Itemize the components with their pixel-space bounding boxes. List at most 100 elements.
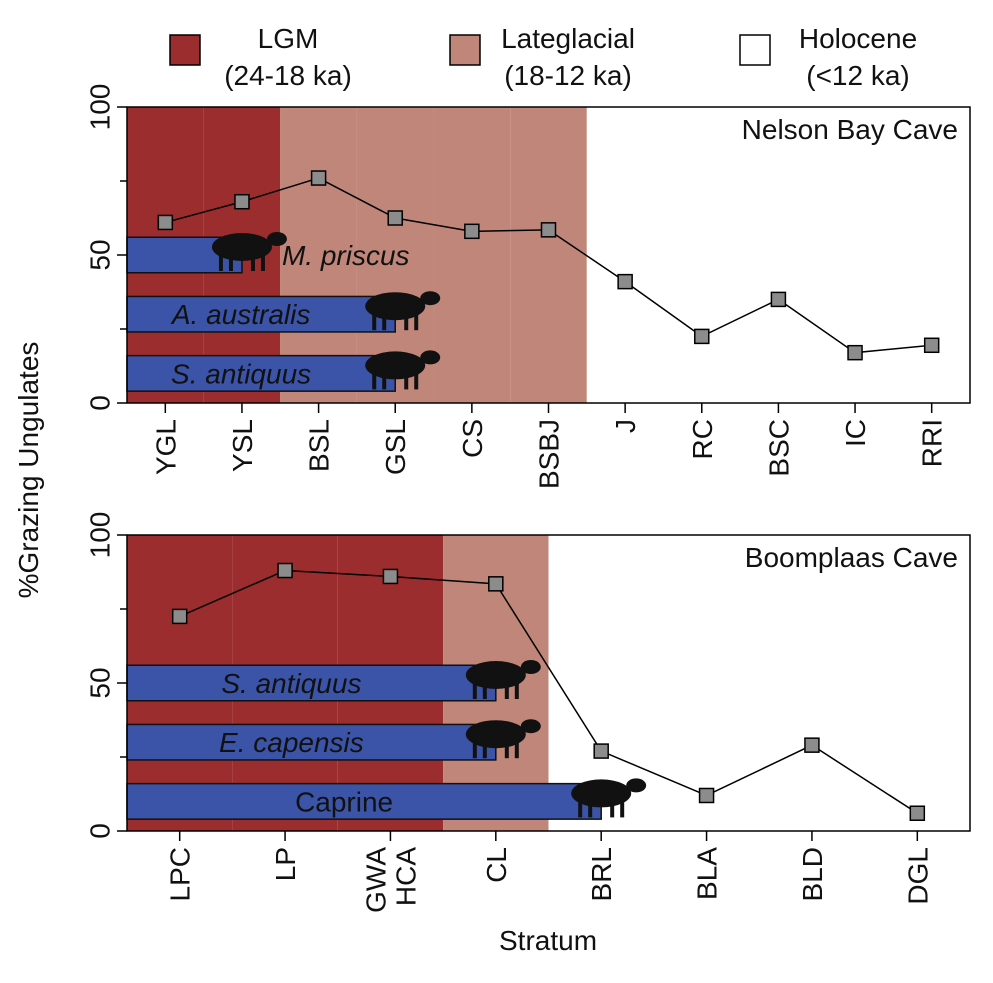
x-tick-label: RRI	[917, 419, 948, 467]
data-marker	[923, 337, 940, 354]
data-marker	[382, 568, 399, 585]
silhouette-head	[420, 291, 441, 306]
x-tick-label: GSL	[380, 419, 411, 475]
x-tick-label: CL	[481, 847, 512, 883]
panel: S. antiquus E. capensis Caprine Boomplaas C…	[84, 512, 971, 913]
silhouette-leg	[514, 740, 519, 759]
silhouette-body	[571, 779, 632, 808]
silhouette-leg	[472, 740, 477, 759]
animal-silhouette	[571, 778, 647, 818]
data-marker	[540, 222, 557, 238]
silhouette-leg	[504, 740, 509, 759]
y-tick-label: 100	[84, 84, 115, 131]
species-label: A. australis	[170, 299, 311, 330]
data-line	[179, 569, 918, 814]
species-bar	[126, 295, 396, 333]
data-marker	[593, 743, 609, 759]
period-band	[864, 535, 970, 831]
silhouette-leg	[228, 253, 233, 271]
silhouette-body	[211, 233, 272, 261]
x-tick-label: BRL	[586, 847, 617, 901]
panel-title: Nelson Bay Cave	[742, 114, 958, 145]
data-marker	[277, 562, 293, 579]
legend-swatch	[169, 34, 201, 66]
data-marker	[488, 576, 504, 592]
x-tick-label: DGL	[902, 847, 933, 905]
x-tick-label: J	[610, 419, 641, 433]
silhouette-head	[520, 719, 541, 734]
silhouette-leg	[404, 312, 409, 331]
data-marker	[617, 273, 633, 290]
y-tick-label: 50	[84, 239, 115, 270]
panel: M. priscus A. australis S. antiquus Nelson …	[84, 84, 971, 489]
period-band	[586, 107, 664, 403]
y-tick-label: 0	[84, 823, 115, 839]
x-tick-label: YGL	[150, 419, 181, 475]
legend-swatch	[739, 34, 771, 66]
species-label: S. antiquus	[171, 358, 311, 389]
data-marker	[234, 193, 250, 210]
x-tick-label: BSL	[304, 419, 335, 472]
data-marker	[310, 170, 327, 186]
silhouette-body	[465, 720, 526, 749]
x-tick-label: YSL	[227, 419, 258, 472]
silhouette-leg	[514, 681, 519, 699]
y-axis-label: %Grazing Ungulates	[13, 342, 44, 599]
data-marker	[804, 737, 820, 753]
silhouette-head	[520, 660, 541, 674]
data-marker	[157, 214, 174, 231]
data-marker	[171, 608, 188, 625]
data-marker	[770, 291, 787, 308]
silhouette-leg	[482, 681, 487, 699]
species-label: E. capensis	[219, 727, 364, 758]
x-tick-label: IC	[840, 419, 871, 447]
silhouette-head	[420, 350, 441, 365]
silhouette-leg	[620, 799, 625, 818]
data-marker	[698, 787, 715, 804]
animal-silhouette	[465, 660, 541, 699]
data-marker	[387, 210, 403, 226]
animal-silhouette	[365, 291, 441, 331]
period-band	[653, 535, 760, 831]
silhouette-head	[266, 232, 287, 246]
y-tick-label: 100	[84, 512, 115, 559]
silhouette-body	[365, 351, 426, 380]
silhouette-body	[365, 292, 426, 321]
legend-label: LGM	[258, 23, 319, 54]
x-tick-label: LP	[270, 847, 301, 881]
silhouette-leg	[382, 312, 387, 331]
species-label: S. antiquus	[221, 668, 361, 699]
y-tick-label: 0	[84, 395, 115, 411]
legend-label: Holocene	[799, 23, 917, 54]
silhouette-head	[626, 778, 647, 793]
species-bar	[126, 664, 497, 702]
period-band	[280, 107, 357, 403]
period-band	[759, 535, 865, 831]
x-tick-label: BLA	[692, 847, 723, 900]
silhouette-leg	[218, 253, 223, 271]
y-tick-label: 50	[84, 667, 115, 698]
period-band	[740, 107, 817, 403]
legend-label: Lateglacial	[501, 23, 635, 54]
period-band	[663, 107, 741, 403]
data-marker	[464, 223, 480, 240]
species-bar	[126, 782, 602, 820]
legend-swatch	[449, 34, 481, 66]
silhouette-leg	[504, 681, 509, 699]
x-tick-label: BSC	[763, 419, 794, 477]
period-band	[893, 107, 970, 403]
x-axis-label: Stratum	[499, 925, 597, 956]
silhouette-leg	[382, 371, 387, 390]
animal-silhouette	[465, 719, 541, 759]
species-label: M. priscus	[282, 240, 410, 271]
data-marker	[694, 328, 710, 345]
period-band	[510, 107, 587, 403]
x-tick-label: RC	[687, 419, 718, 459]
x-tick-label: CS	[457, 419, 488, 458]
period-band	[433, 107, 511, 403]
animal-silhouette	[211, 232, 287, 271]
silhouette-leg	[404, 371, 409, 390]
data-marker	[847, 344, 863, 361]
x-tick-label: LPC	[165, 847, 196, 901]
silhouette-leg	[260, 253, 265, 271]
